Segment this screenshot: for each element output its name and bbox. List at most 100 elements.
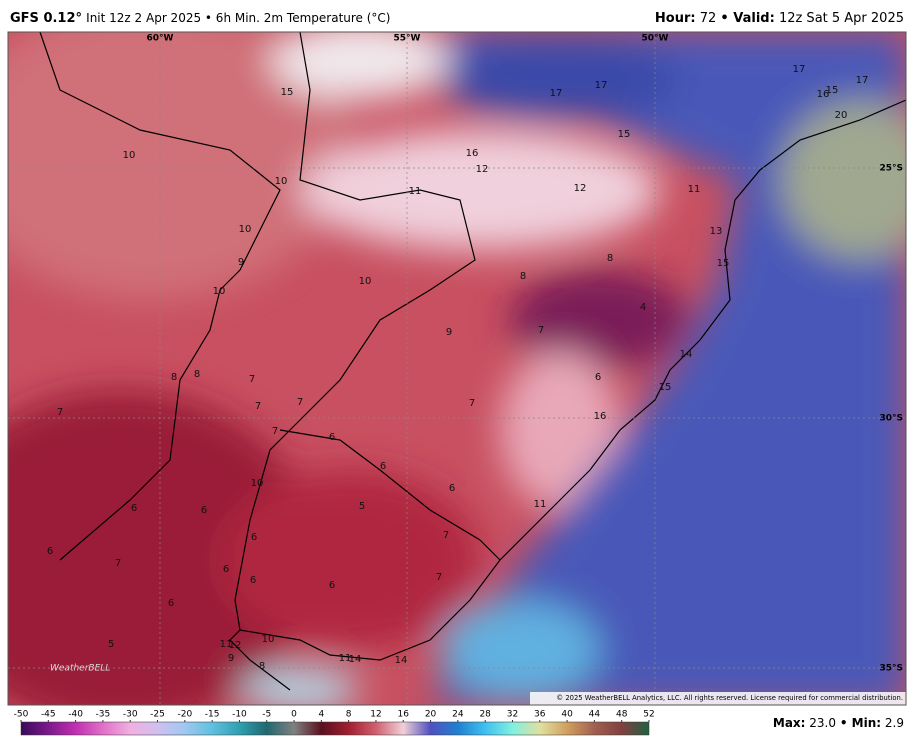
colorbar-tick-label: -35: [96, 710, 111, 720]
temp-label: 14: [395, 655, 408, 666]
lat-label: 35°S: [879, 664, 903, 674]
temp-label: 14: [680, 349, 693, 360]
temp-label: 10: [123, 150, 136, 161]
temp-label: 11: [534, 499, 547, 510]
colorbar-tick-label: 12: [370, 710, 381, 720]
temp-label: 9: [228, 653, 234, 664]
temp-label: 9: [446, 327, 452, 338]
temp-label: 10: [213, 286, 226, 297]
temp-label: 7: [115, 558, 121, 569]
temp-label: 7: [436, 572, 442, 583]
colorbar-tick-label: -15: [205, 710, 220, 720]
valid: 12z Sat 5 Apr 2025: [779, 11, 904, 26]
temp-label: 6: [329, 432, 335, 443]
temp-label: 7: [249, 374, 255, 385]
temp-label: 6: [595, 372, 601, 383]
temp-label: 12: [476, 164, 489, 175]
temp-label: 16: [594, 411, 607, 422]
hour: 72: [700, 11, 717, 26]
description: Init 12z 2 Apr 2025 • 6h Min. 2m Tempera…: [86, 11, 390, 25]
temp-label: 7: [469, 398, 475, 409]
temp-label: 5: [359, 501, 365, 512]
temp-label: 11: [339, 653, 352, 664]
colorbar-gradient: [20, 721, 650, 736]
temp-label: 17: [595, 80, 608, 91]
temp-label: 8: [171, 372, 177, 383]
temp-label: 11: [688, 184, 701, 195]
temp-label: 6: [223, 564, 229, 575]
colorbar: -50 -45 -40 -35 -30 -25 -20 -15 -10 -5 0 4 8 12 16 20 24…: [14, 710, 655, 736]
temp-label: 6: [47, 546, 53, 557]
temp-label: 16: [817, 89, 830, 100]
temp-label: 15: [826, 85, 839, 96]
footer-stats: Max: 23.0 • Min: 2.9: [773, 716, 904, 730]
temp-label: 8: [194, 369, 200, 380]
temp-label: 16: [466, 148, 479, 159]
colorbar-tick-label: 0: [291, 710, 297, 720]
temp-label: 7: [538, 325, 544, 336]
temp-label: 7: [255, 401, 261, 412]
hour-label: Hour:: [655, 11, 696, 26]
temp-label: 10: [262, 634, 275, 645]
temp-label: 15: [717, 258, 730, 269]
temp-label: 4: [640, 302, 646, 313]
temp-label: 11: [409, 186, 422, 197]
colorbar-tick-label: 32: [507, 710, 518, 720]
colorbar-tick-label: 8: [346, 710, 352, 720]
temp-label: 15: [618, 129, 631, 140]
temp-label: 5: [108, 639, 114, 650]
min: 2.9: [885, 716, 904, 730]
temp-label: 12: [229, 640, 242, 651]
temp-label: 17: [793, 64, 806, 75]
colorbar-tick-label: 44: [589, 710, 601, 720]
temp-label: 7: [272, 426, 278, 437]
lon-label: 55°W: [394, 34, 421, 44]
temp-label: 10: [275, 176, 288, 187]
colorbar-tick-label: -50: [14, 710, 29, 720]
max: 23.0: [809, 716, 836, 730]
colorbar-tick-label: 4: [318, 710, 324, 720]
colorbar-tick-label: 52: [643, 710, 654, 720]
colorbar-tick-label: 16: [398, 710, 410, 720]
lat-label: 25°S: [879, 164, 903, 174]
temp-label: 10: [239, 224, 252, 235]
temp-label: 17: [550, 88, 563, 99]
colorbar-tick-label: 24: [452, 710, 464, 720]
colorbar-tick-label: -25: [150, 710, 165, 720]
temp-label: 11: [220, 639, 233, 650]
colorbar-tick-label: -20: [177, 710, 192, 720]
colorbar-tick-label: -40: [68, 710, 83, 720]
temp-label: 15: [281, 87, 294, 98]
temp-label: 20: [835, 110, 848, 121]
header-right: Hour: 72 • Valid: 12z Sat 5 Apr 2025: [655, 11, 904, 26]
valid-label: • Valid:: [720, 11, 774, 26]
temp-label: 6: [329, 580, 335, 591]
temp-label: 6: [250, 575, 256, 586]
temp-label: 9: [238, 257, 244, 268]
colorbar-tick-label: -5: [262, 710, 271, 720]
colorbar-tick-label: 48: [616, 710, 628, 720]
temp-label: 15: [659, 382, 672, 393]
colorbar-tick-label: -10: [232, 710, 247, 720]
colorbar-tick-label: 36: [534, 710, 546, 720]
temp-label: 6: [168, 598, 174, 609]
temp-label: 7: [297, 397, 303, 408]
temp-label: 17: [856, 75, 869, 86]
lat-label: 30°S: [879, 414, 903, 424]
colorbar-tick-label: 28: [479, 710, 491, 720]
temp-label: 6: [380, 461, 386, 472]
temp-label: 12: [574, 183, 587, 194]
colorbar-tick-label: 40: [561, 710, 573, 720]
colorbar-tick-label: -45: [41, 710, 56, 720]
temp-label: 10: [359, 276, 372, 287]
map-frame: [7, 31, 907, 706]
temp-label: 6: [251, 532, 257, 543]
min-label: • Min:: [840, 716, 881, 730]
temp-label: 8: [607, 253, 613, 264]
copyright: © 2025 WeatherBELL Analytics, LLC. All r…: [556, 694, 903, 702]
header-left: GFS 0.12° Init 12z 2 Apr 2025 • 6h Min. …: [10, 11, 391, 26]
temp-label: 13: [710, 226, 723, 237]
temp-label: 10: [251, 478, 264, 489]
